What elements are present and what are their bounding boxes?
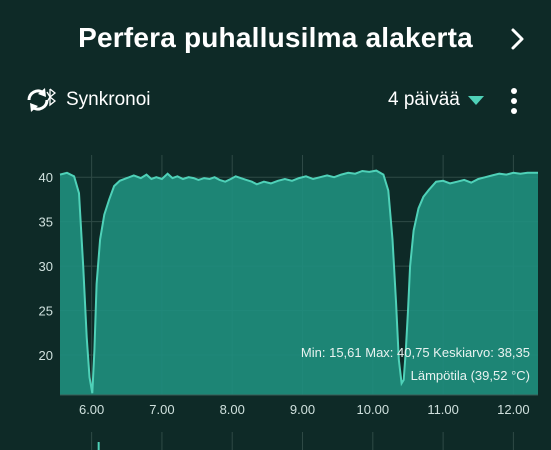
- x-tick-label: 10.00: [357, 402, 390, 417]
- range-dropdown[interactable]: 4 päivää: [388, 86, 484, 114]
- temperature-chart[interactable]: 20 25 30 35 40 6.00 7.00 8.00 9.00 10.00 11.00 12.0…: [0, 140, 551, 450]
- series-area: [60, 170, 538, 395]
- y-tick-label: 30: [39, 259, 53, 274]
- more-vertical-icon[interactable]: [506, 86, 522, 116]
- header: Perfera puhallusilma alakerta: [0, 0, 551, 80]
- toolbar: Synkronoi 4 päivää: [0, 80, 551, 120]
- triangle-down-icon: [467, 95, 484, 105]
- chevron-right-icon[interactable]: [507, 26, 529, 52]
- x-tick-label: 7.00: [149, 402, 174, 417]
- y-tick-label: 35: [39, 215, 53, 230]
- sync-button[interactable]: Synkronoi: [24, 86, 151, 114]
- x-tick-label: 6.00: [79, 402, 104, 417]
- x-tick-label: 8.00: [220, 402, 245, 417]
- y-tick-label: 20: [39, 348, 53, 363]
- x-tick-label: 11.00: [427, 402, 459, 417]
- sync-bluetooth-icon: [27, 88, 57, 112]
- page-title: Perfera puhallusilma alakerta: [78, 22, 473, 53]
- x-tick-label: 12.00: [497, 402, 530, 417]
- y-tick-label: 25: [39, 304, 53, 319]
- y-tick-label: 40: [39, 170, 53, 185]
- series-label: Lämpötila (39,52 °C): [410, 368, 530, 383]
- sync-label: Synkronoi: [66, 89, 151, 110]
- x-tick-label: 9.00: [290, 402, 315, 417]
- stats-summary: Min: 15,61 Max: 40,75 Keskiarvo: 38,35: [300, 345, 530, 360]
- range-label: 4 päivää: [388, 89, 460, 110]
- series-line: [59, 169, 538, 394]
